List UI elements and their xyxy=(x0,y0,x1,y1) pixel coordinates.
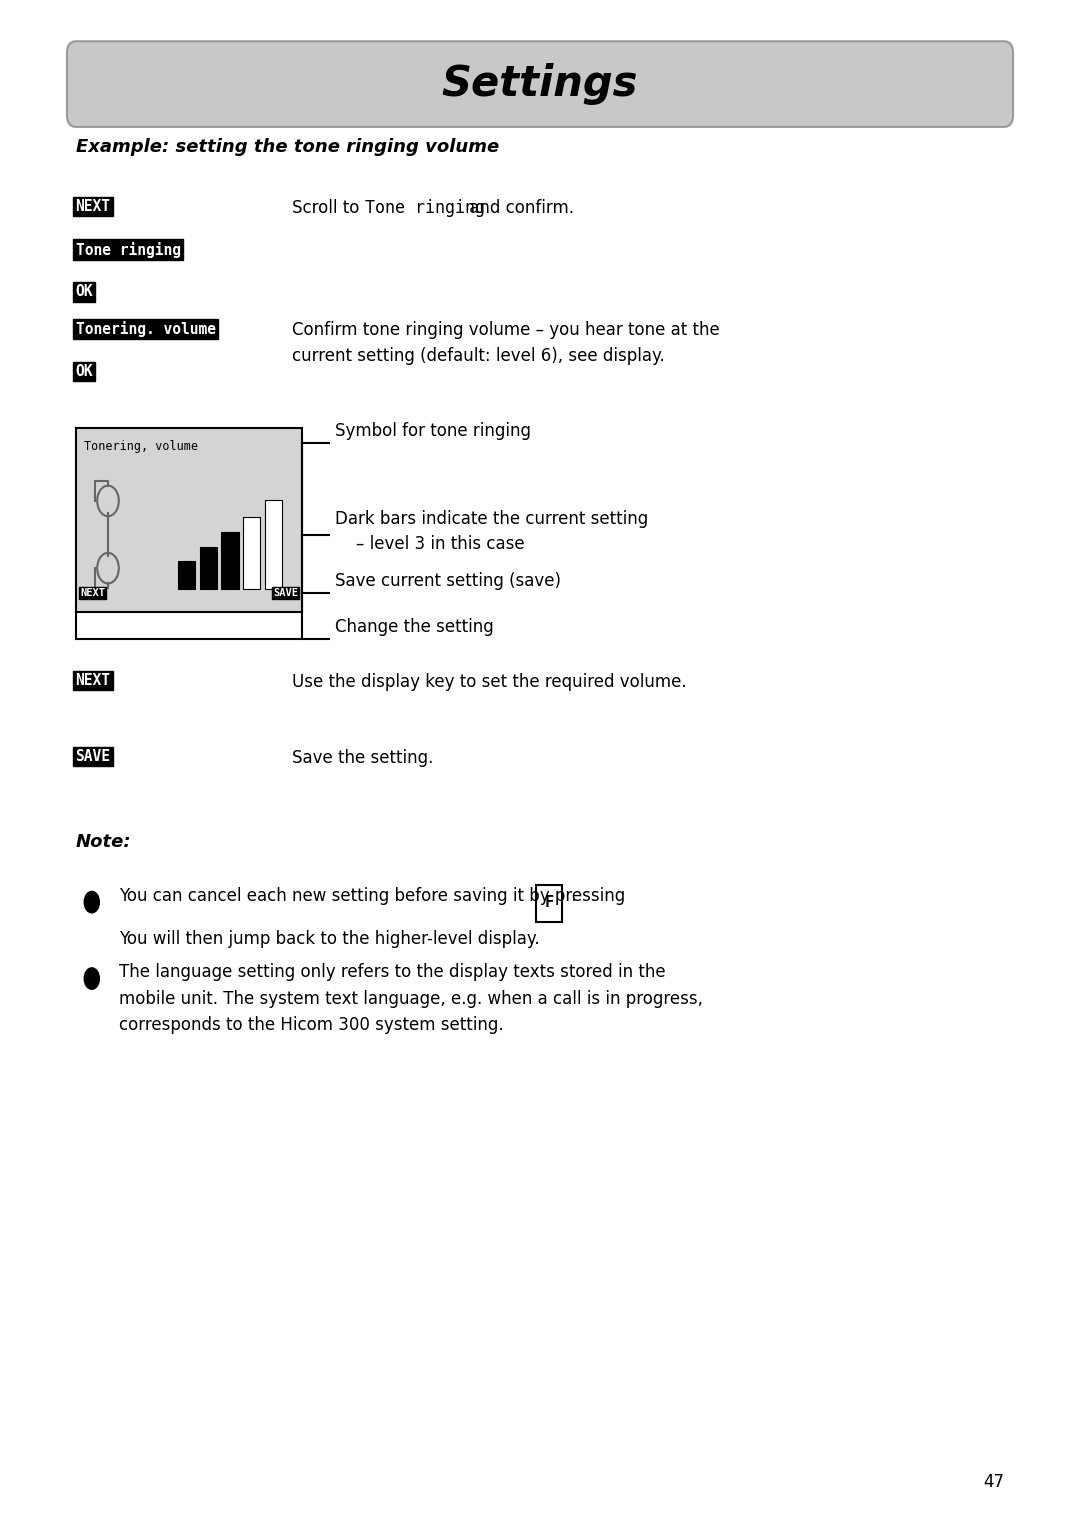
Text: Save current setting (save): Save current setting (save) xyxy=(335,572,561,590)
Text: Tone ringing: Tone ringing xyxy=(76,242,180,257)
Text: NEXT: NEXT xyxy=(76,199,110,214)
Text: Note:: Note: xyxy=(76,833,132,852)
Text: SAVE: SAVE xyxy=(273,587,298,598)
Text: OK: OK xyxy=(76,364,93,379)
Circle shape xyxy=(84,891,99,913)
FancyBboxPatch shape xyxy=(536,885,562,922)
Text: 47: 47 xyxy=(984,1472,1004,1491)
Bar xyxy=(243,517,260,589)
FancyBboxPatch shape xyxy=(67,41,1013,127)
Text: Use the display key to set the required volume.: Use the display key to set the required … xyxy=(292,673,686,691)
Text: NEXT: NEXT xyxy=(76,673,110,688)
Text: Save the setting.: Save the setting. xyxy=(292,749,433,768)
Text: and confirm.: and confirm. xyxy=(464,199,575,217)
Text: Tonering. volume: Tonering. volume xyxy=(76,321,216,336)
Text: NEXT: NEXT xyxy=(80,587,105,598)
Text: You will then jump back to the higher-level display.: You will then jump back to the higher-le… xyxy=(119,930,539,948)
Text: SAVE: SAVE xyxy=(76,749,110,764)
Text: You can cancel each new setting before saving it by pressing: You can cancel each new setting before s… xyxy=(119,887,631,905)
Text: Tonering, volume: Tonering, volume xyxy=(84,440,199,454)
Text: Confirm tone ringing volume – you hear tone at the
current setting (default: lev: Confirm tone ringing volume – you hear t… xyxy=(292,321,719,365)
Text: Scroll to: Scroll to xyxy=(292,199,364,217)
Text: Settings: Settings xyxy=(442,63,638,106)
Bar xyxy=(200,547,217,589)
Bar xyxy=(221,532,239,589)
Text: Example: setting the tone ringing volume: Example: setting the tone ringing volume xyxy=(76,138,499,156)
Text: Tone ringing: Tone ringing xyxy=(365,199,485,217)
Text: Symbol for tone ringing: Symbol for tone ringing xyxy=(335,422,530,440)
Text: The language setting only refers to the display texts stored in the
mobile unit.: The language setting only refers to the … xyxy=(119,963,703,1034)
Bar xyxy=(265,500,282,589)
Text: Change the setting: Change the setting xyxy=(335,618,494,636)
Text: F: F xyxy=(544,894,554,910)
FancyBboxPatch shape xyxy=(76,428,302,612)
Text: .: . xyxy=(566,887,577,905)
Bar xyxy=(178,561,195,589)
Text: Dark bars indicate the current setting
    – level 3 in this case: Dark bars indicate the current setting –… xyxy=(335,511,648,553)
Circle shape xyxy=(84,968,99,989)
Text: OK: OK xyxy=(76,284,93,300)
